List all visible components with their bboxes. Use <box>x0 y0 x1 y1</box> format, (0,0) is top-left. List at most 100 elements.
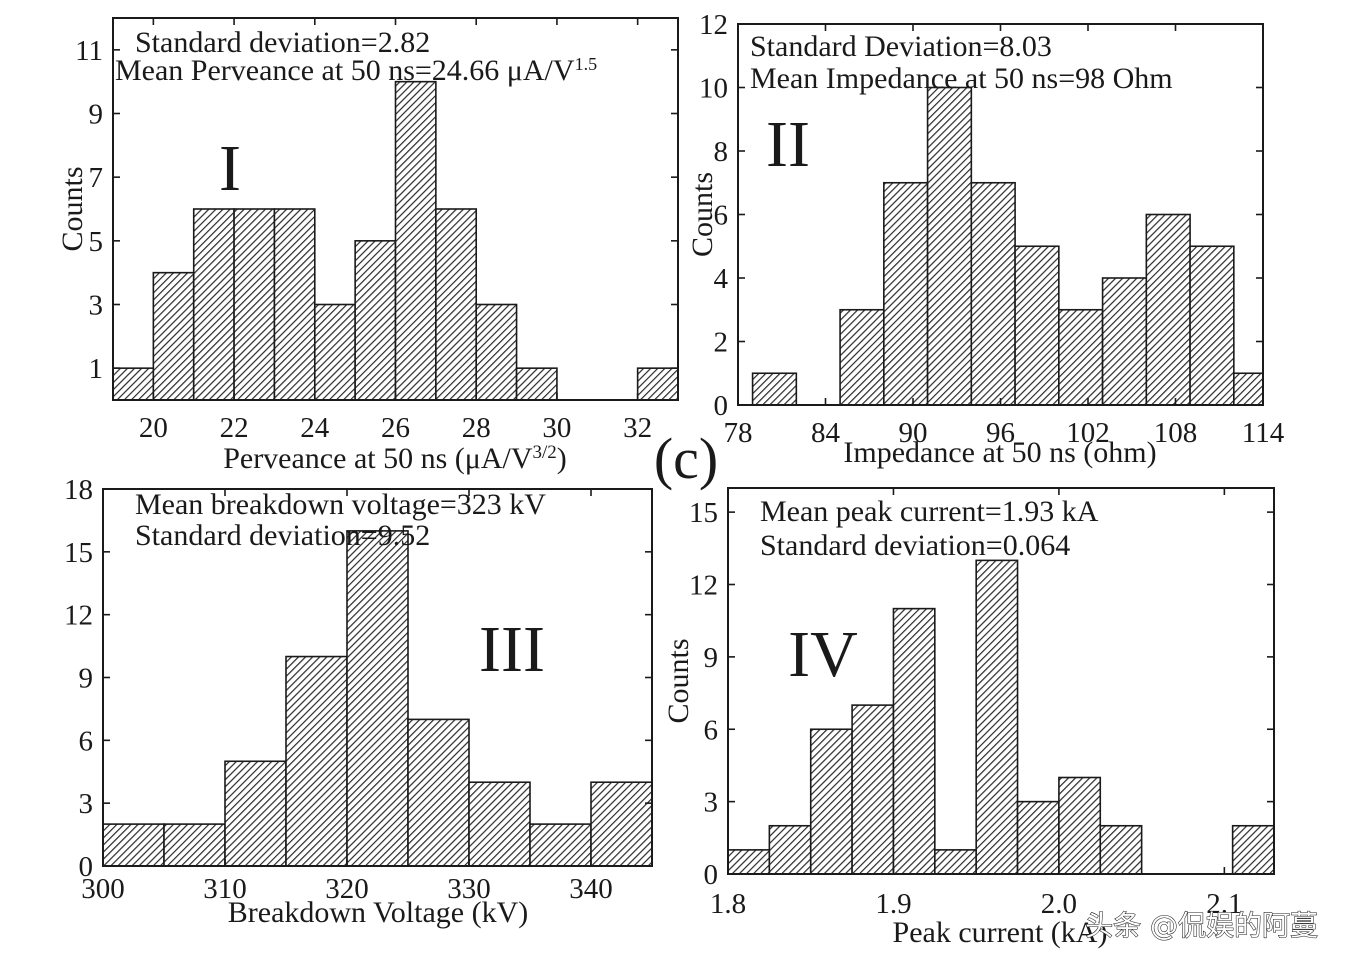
panel-numeral: III <box>479 613 545 686</box>
x-tick-label: 2.1 <box>1206 888 1242 920</box>
histogram-bar <box>102 823 165 867</box>
bars <box>727 559 1275 875</box>
y-axis: 1 3 5 7 9 11 <box>75 35 678 385</box>
x-tick-label: 1.8 <box>710 888 746 920</box>
histogram-bar <box>883 181 929 406</box>
y-axis: 0 3 6 9 12 15 <box>689 497 1274 891</box>
x-tick-label: 32 <box>623 412 652 444</box>
histogram-bar <box>354 240 397 401</box>
x-axis-title: Peak current (kA) <box>893 916 1108 949</box>
x-tick-label: 102 <box>1066 417 1110 449</box>
histogram-bar <box>475 303 518 401</box>
chart-panel-ii: 0 2 4 6 8 10 12 78 84 90 96 102 108 114 Impedance at 5… <box>686 9 1285 469</box>
histogram-bar <box>768 824 812 875</box>
histogram-bar <box>346 530 409 867</box>
stat-annotation: Standard deviation=9.52 <box>135 519 430 552</box>
panel-numeral: IV <box>788 618 858 691</box>
histogram-bar <box>529 823 592 867</box>
x-tick-label: 330 <box>447 873 491 905</box>
histogram-bar <box>163 823 226 867</box>
y-tick-label: 15 <box>689 497 718 529</box>
histogram-bar <box>636 367 679 401</box>
y-tick-label: 1 <box>89 353 104 385</box>
x-tick-label: 1.9 <box>875 888 911 920</box>
x-axis: 78 84 90 96 102 108 114 <box>724 24 1285 449</box>
histogram-bar <box>1058 308 1104 406</box>
y-tick-label: 4 <box>714 263 729 295</box>
histogram-bar <box>1189 245 1235 406</box>
x-tick-label: 300 <box>81 873 125 905</box>
histogram-bar <box>285 655 348 867</box>
y-tick-label: 3 <box>704 787 719 819</box>
histogram-bar <box>970 181 1016 406</box>
y-tick-label: 11 <box>75 35 103 67</box>
histogram-bar <box>435 208 478 401</box>
x-tick-label: 78 <box>724 417 753 449</box>
histogram-bar <box>468 781 531 867</box>
x-tick-label: 340 <box>569 873 613 905</box>
histogram-bar <box>1014 245 1060 406</box>
stat-annotation: Mean Impedance at 50 ns=98 Ohm <box>750 62 1173 95</box>
histogram-bar <box>273 208 316 401</box>
chart-panel-i: 1 3 5 7 9 11 20 22 24 26 28 30 32 Perveance at 50 ns … <box>56 17 679 476</box>
y-tick-label: 0 <box>79 851 94 883</box>
watermark-text: 头条 @侃娱的阿蔓 <box>1085 909 1318 942</box>
y-tick-label: 3 <box>79 788 94 820</box>
stat-annotation: Standard deviation=0.064 <box>760 529 1070 562</box>
histogram-bar <box>839 308 885 406</box>
x-axis: 300 310 320 330 340 <box>81 489 613 905</box>
x-tick-label: 2.0 <box>1041 888 1077 920</box>
x-axis-title: Perveance at 50 ns (μA/V3/2) <box>223 442 567 476</box>
histogram-bar <box>394 80 437 401</box>
histogram-bar <box>112 367 155 401</box>
stat-annotation: Standard deviation=2.82 <box>135 26 430 59</box>
y-tick-label: 8 <box>714 136 729 168</box>
histogram-bar <box>515 367 558 401</box>
histogram-bar <box>851 704 895 875</box>
figure-label: (c) <box>654 426 718 491</box>
chart-panel-iii: 0 3 6 9 12 15 18 300 310 320 330 340 Breakdown Volta… <box>64 474 653 929</box>
bars <box>112 80 679 401</box>
y-axis-title: Counts <box>662 638 695 723</box>
histogram-bar <box>1231 824 1275 875</box>
x-axis-title: Impedance at 50 ns (ohm) <box>843 436 1156 469</box>
y-tick-label: 9 <box>704 642 719 674</box>
y-tick-label: 0 <box>704 859 719 891</box>
histogram-bar <box>313 303 356 401</box>
stat-annotation: Standard Deviation=8.03 <box>750 30 1052 63</box>
y-tick-label: 9 <box>89 99 104 131</box>
y-tick-label: 9 <box>79 663 94 695</box>
y-tick-label: 6 <box>79 725 94 757</box>
x-tick-label: 320 <box>325 873 369 905</box>
x-tick-label: 310 <box>203 873 247 905</box>
x-tick-label: 114 <box>1242 417 1285 449</box>
histogram-bar <box>809 728 853 875</box>
histogram-bar <box>233 208 276 401</box>
histogram-bar <box>192 208 235 401</box>
y-tick-label: 7 <box>89 162 104 194</box>
x-tick-label: 84 <box>811 417 841 449</box>
x-tick-label: 24 <box>300 412 330 444</box>
histogram-bar <box>727 849 771 875</box>
histogram-bar <box>224 760 287 867</box>
histogram-bar <box>1099 824 1143 875</box>
x-tick-label: 20 <box>139 412 168 444</box>
x-axis: 1.8 1.9 2.0 2.1 <box>710 488 1242 920</box>
bars <box>751 86 1264 406</box>
y-axis: 0 2 4 6 8 10 12 <box>699 9 1263 422</box>
histogram-bar <box>934 849 977 875</box>
x-tick-label: 26 <box>381 412 410 444</box>
histogram-bar <box>1016 800 1060 875</box>
x-tick-label: 90 <box>899 417 928 449</box>
y-axis-title: Counts <box>686 172 719 257</box>
y-axis-title: Counts <box>56 166 89 251</box>
histogram-bar <box>1233 372 1264 406</box>
histogram-bar <box>892 607 936 875</box>
x-tick-label: 30 <box>542 412 571 444</box>
stat-annotation: Mean breakdown voltage=323 kV <box>135 488 546 521</box>
histogram-bar <box>975 559 1019 875</box>
y-tick-label: 12 <box>64 600 93 632</box>
x-tick-label: 96 <box>986 417 1015 449</box>
histogram-bar <box>751 372 798 406</box>
